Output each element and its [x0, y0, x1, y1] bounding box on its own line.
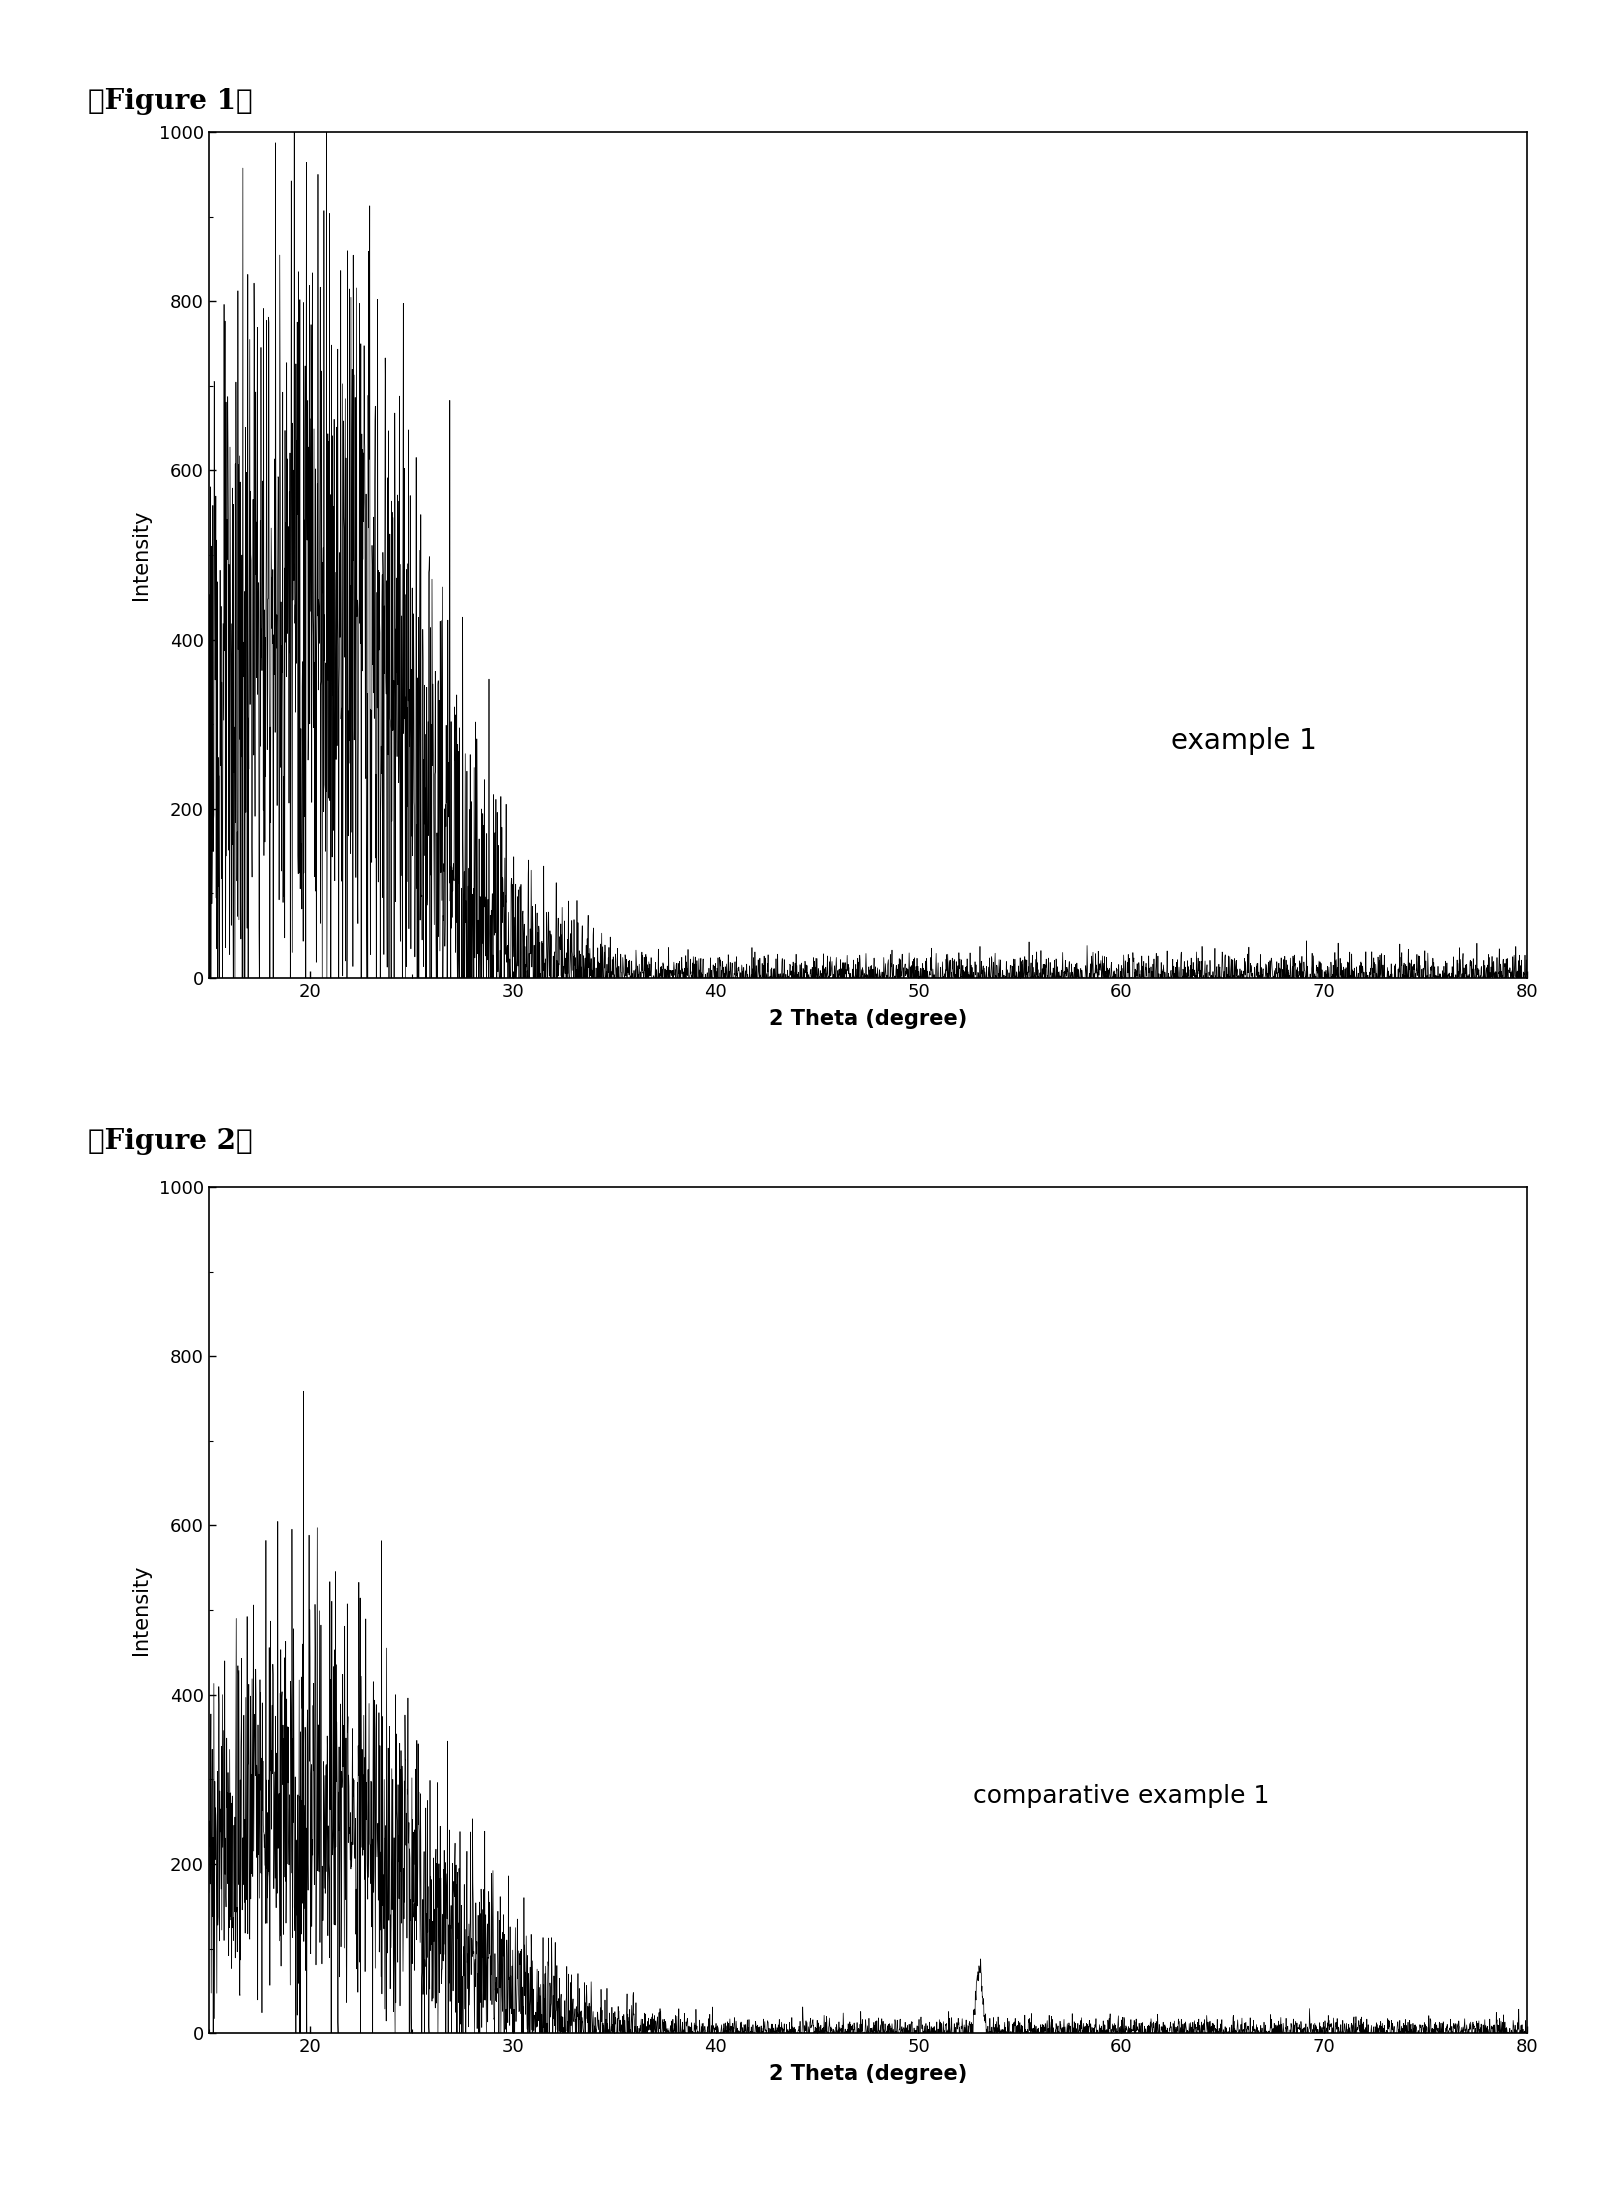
- Text: 【Figure 2】: 【Figure 2】: [88, 1128, 252, 1154]
- Text: 【Figure 1】: 【Figure 1】: [88, 88, 252, 114]
- Y-axis label: Intensity: Intensity: [130, 1565, 151, 1655]
- X-axis label: 2 Theta (degree): 2 Theta (degree): [768, 1009, 967, 1029]
- Text: comparative example 1: comparative example 1: [974, 1785, 1270, 1809]
- X-axis label: 2 Theta (degree): 2 Theta (degree): [768, 2064, 967, 2084]
- Y-axis label: Intensity: Intensity: [130, 510, 151, 600]
- Text: example 1: example 1: [1172, 728, 1316, 756]
